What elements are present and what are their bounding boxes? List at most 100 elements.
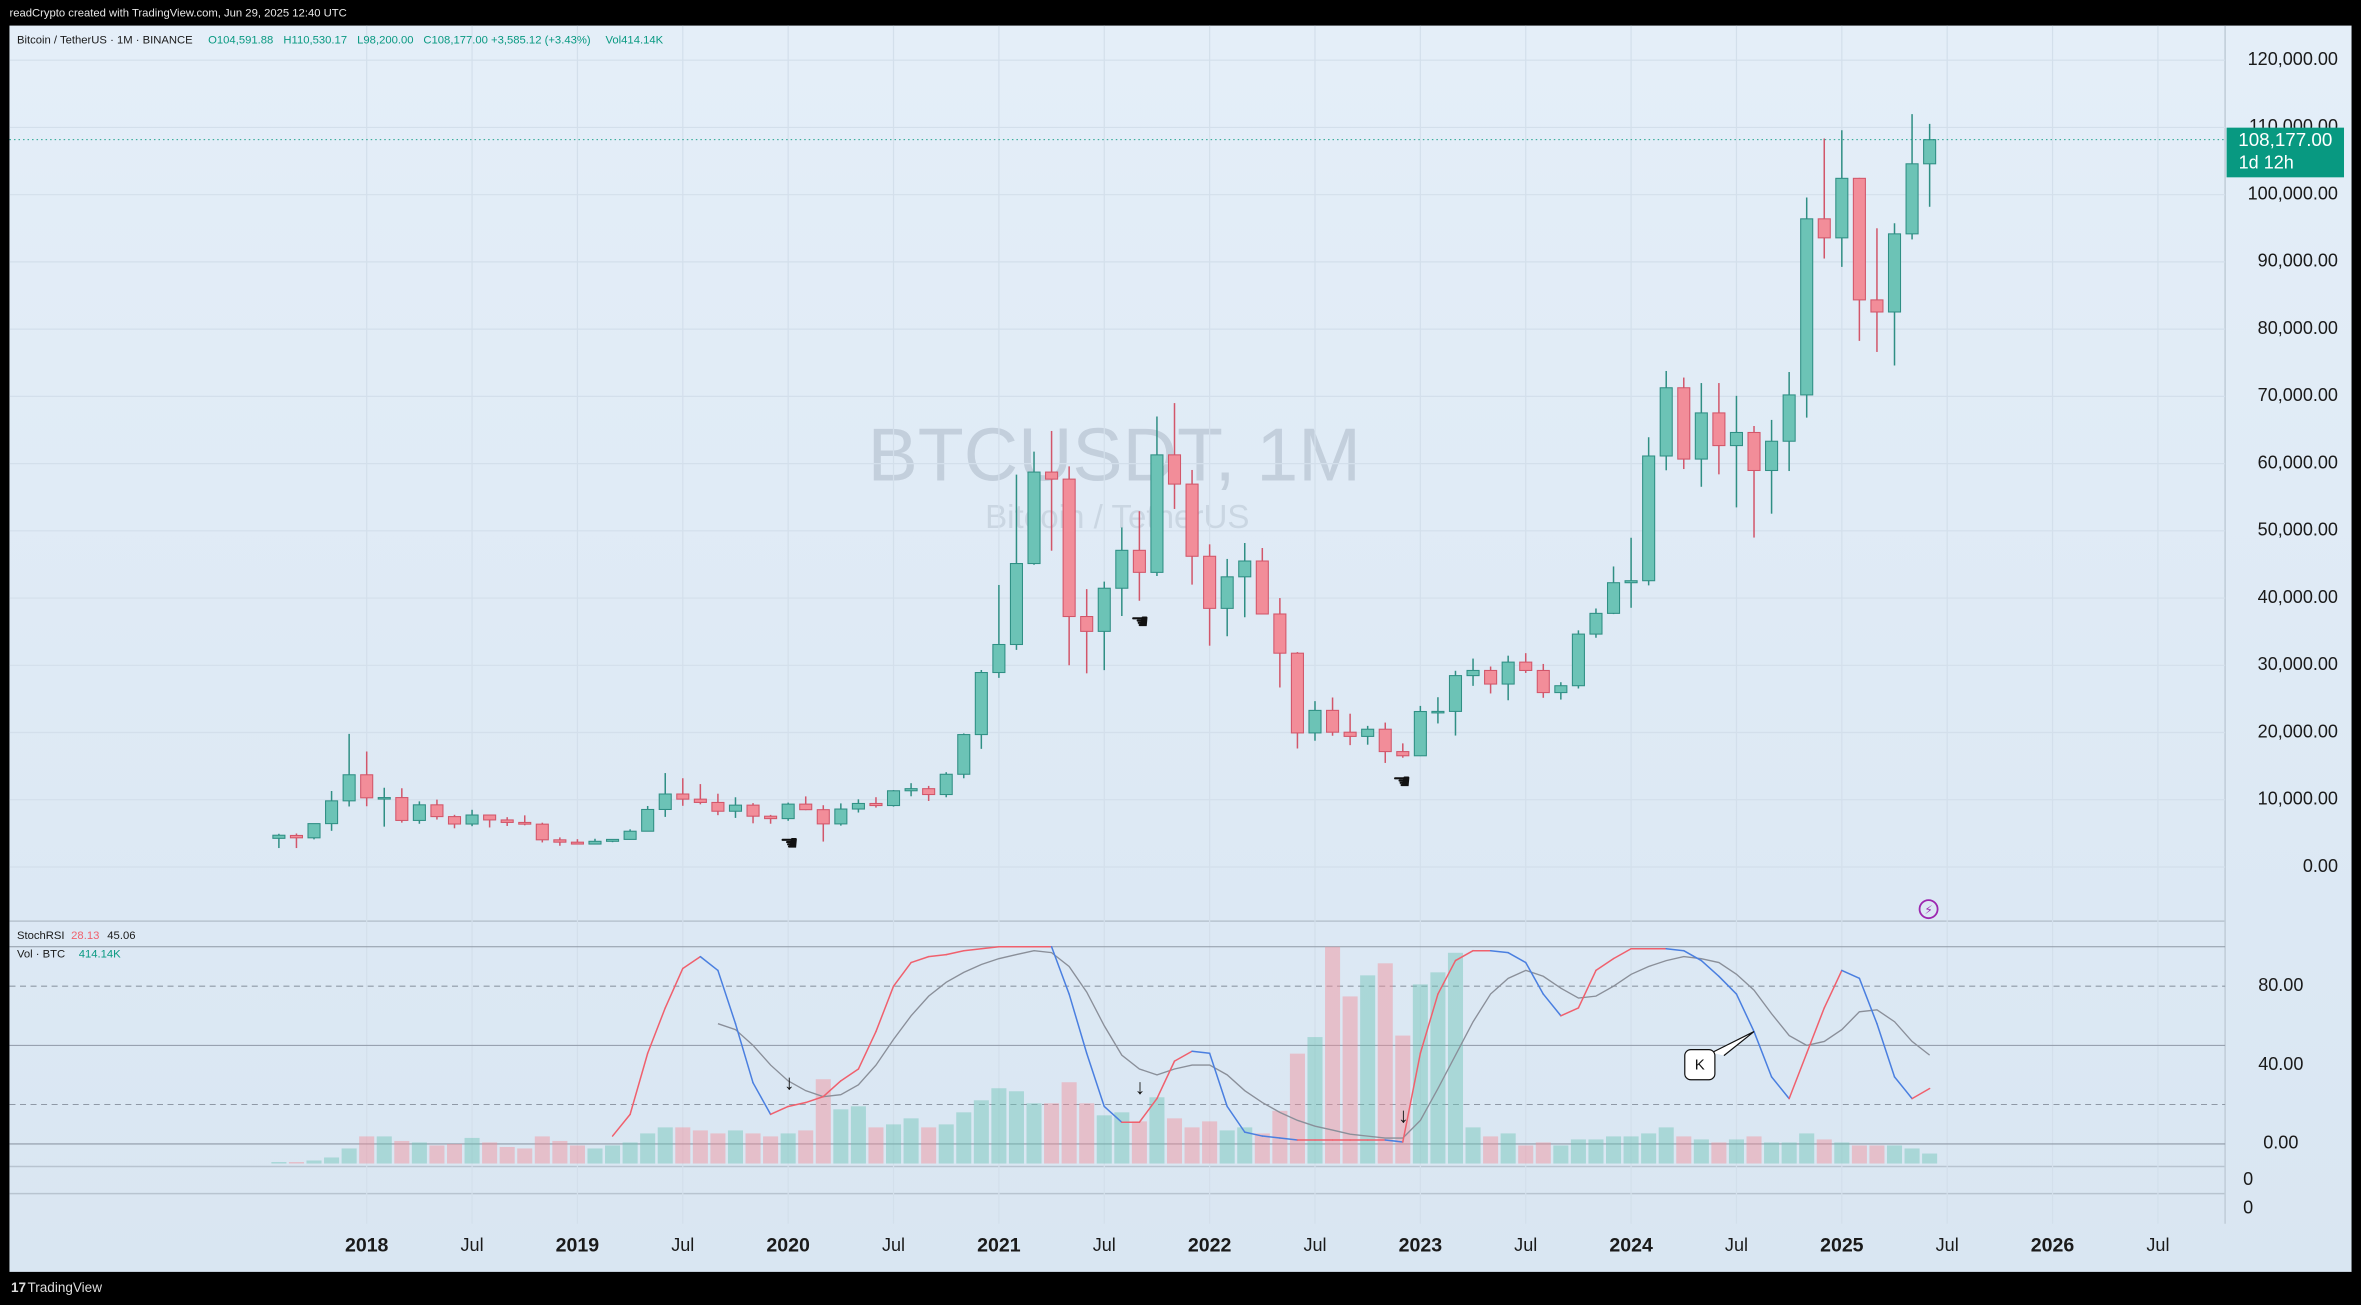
x-tick-label: 2019	[556, 1234, 600, 1256]
candle-body	[500, 819, 514, 823]
indicator-name: Vol · BTC	[17, 948, 65, 960]
candle-body	[1431, 710, 1445, 714]
volume-bar	[306, 1160, 322, 1164]
candle-body	[1501, 661, 1515, 685]
volume-bar	[517, 1148, 533, 1164]
stoch-k-segment	[963, 947, 983, 952]
stoch-k-segment	[1384, 1139, 1404, 1143]
stoch-k-segment	[1156, 1060, 1176, 1100]
volume-bar	[780, 1133, 796, 1164]
x-tick-label: 2020	[766, 1234, 810, 1256]
candle-body	[1361, 728, 1375, 737]
volume-bar	[1096, 1115, 1112, 1164]
y-tick-label: 0	[2243, 1197, 2253, 1217]
candle-body	[553, 839, 567, 843]
candle-body	[957, 734, 971, 775]
volume-bar	[1061, 1082, 1077, 1164]
stoch-k-segment	[1735, 993, 1755, 1033]
volume-bar	[1904, 1148, 1920, 1164]
x-tick-label: Jul	[1303, 1235, 1326, 1255]
volume-bar	[324, 1157, 340, 1164]
stoch-k-segment	[1841, 969, 1861, 980]
volume-bar	[1816, 1139, 1832, 1164]
stoch-k-segment	[1770, 1076, 1790, 1100]
volume-bar	[850, 1106, 866, 1164]
volume-bar	[1008, 1091, 1024, 1164]
candle-body	[711, 801, 725, 812]
stoch-k-segment	[734, 1022, 754, 1084]
volume-bar	[640, 1133, 656, 1164]
stoch-k-segment	[1191, 1050, 1211, 1054]
volume-bar	[587, 1148, 603, 1164]
stoch-k-segment	[945, 949, 965, 956]
volume-bar	[991, 1088, 1007, 1164]
stoch-k-segment	[910, 955, 930, 964]
candle-body	[799, 803, 813, 811]
volume-bar	[1535, 1142, 1551, 1164]
candle-body	[1870, 299, 1884, 313]
stoch-k-segment	[1507, 951, 1527, 964]
stoch-k-segment	[1085, 1052, 1106, 1108]
candle-body	[1519, 661, 1533, 671]
stoch-k-segment	[1893, 1076, 1913, 1100]
candle-body	[1554, 685, 1568, 694]
indicator-value: 28.13	[71, 930, 99, 942]
legend-item: Bitcoin / TetherUS · 1M · BINANCE	[17, 35, 193, 47]
volume-bar	[798, 1130, 814, 1164]
volume-bar	[1781, 1142, 1797, 1164]
arrow-icon: ↓	[1398, 1104, 1409, 1127]
volume-bar	[1465, 1127, 1481, 1164]
candle-body	[1203, 555, 1217, 609]
candle-body	[1659, 387, 1673, 457]
candle-body	[1255, 560, 1269, 615]
candle-body	[641, 808, 655, 832]
candle-body	[1729, 431, 1744, 447]
volume-bar	[1886, 1145, 1903, 1164]
alert-icon	[1918, 899, 1939, 920]
volume-bar	[499, 1146, 515, 1164]
stoch-k-segment	[1805, 1007, 1826, 1054]
volume-bar	[1044, 1103, 1060, 1164]
candle-body	[886, 790, 901, 807]
callout-box	[1684, 1049, 1716, 1081]
volume-bar	[534, 1136, 550, 1164]
stoch-k-segment	[875, 985, 895, 1033]
volume-bar	[622, 1142, 638, 1164]
candle-body	[992, 643, 1006, 674]
countdown-label: 1d 12h	[2239, 153, 2294, 173]
volume-bar	[1746, 1136, 1762, 1164]
stoch-k-segment	[804, 1095, 825, 1104]
volume-bar	[1658, 1127, 1674, 1164]
candle-body	[1624, 580, 1638, 584]
candle-body	[1765, 440, 1779, 472]
stoch-k-segment	[1542, 993, 1562, 1017]
legend-item: L98,200.00	[357, 35, 413, 47]
y-tick-label: 40,000.00	[2258, 587, 2338, 607]
legend-item: O104,591.88	[208, 35, 273, 47]
candle-body	[1606, 582, 1621, 614]
stoch-k-segment	[699, 955, 719, 972]
y-tick-label: 0	[2243, 1169, 2253, 1189]
stoch-k-segment	[1050, 946, 1070, 995]
brand-logo: 17	[11, 1280, 26, 1295]
volume-bar	[1693, 1139, 1709, 1164]
stoch-k-segment	[822, 1080, 842, 1098]
stoch-k-segment	[1173, 1050, 1193, 1062]
candle-body	[1238, 560, 1252, 578]
y-tick-label: 90,000.00	[2258, 251, 2338, 271]
stoch-k-segment	[1103, 1105, 1123, 1124]
candle-body	[1273, 613, 1287, 654]
candle-body	[1782, 394, 1796, 442]
volume-bar	[1851, 1145, 1867, 1164]
candle-body	[939, 773, 953, 796]
indicator-value: 45.06	[107, 930, 135, 942]
candle-body	[325, 800, 339, 825]
y-tick-label: 0.00	[2303, 856, 2338, 876]
candle-body	[342, 774, 356, 802]
candle-body	[1027, 471, 1041, 565]
stoch-k-segment	[840, 1068, 860, 1082]
candle-body	[922, 788, 936, 796]
stoch-k-segment	[857, 1030, 877, 1070]
candle-body	[1396, 751, 1410, 757]
